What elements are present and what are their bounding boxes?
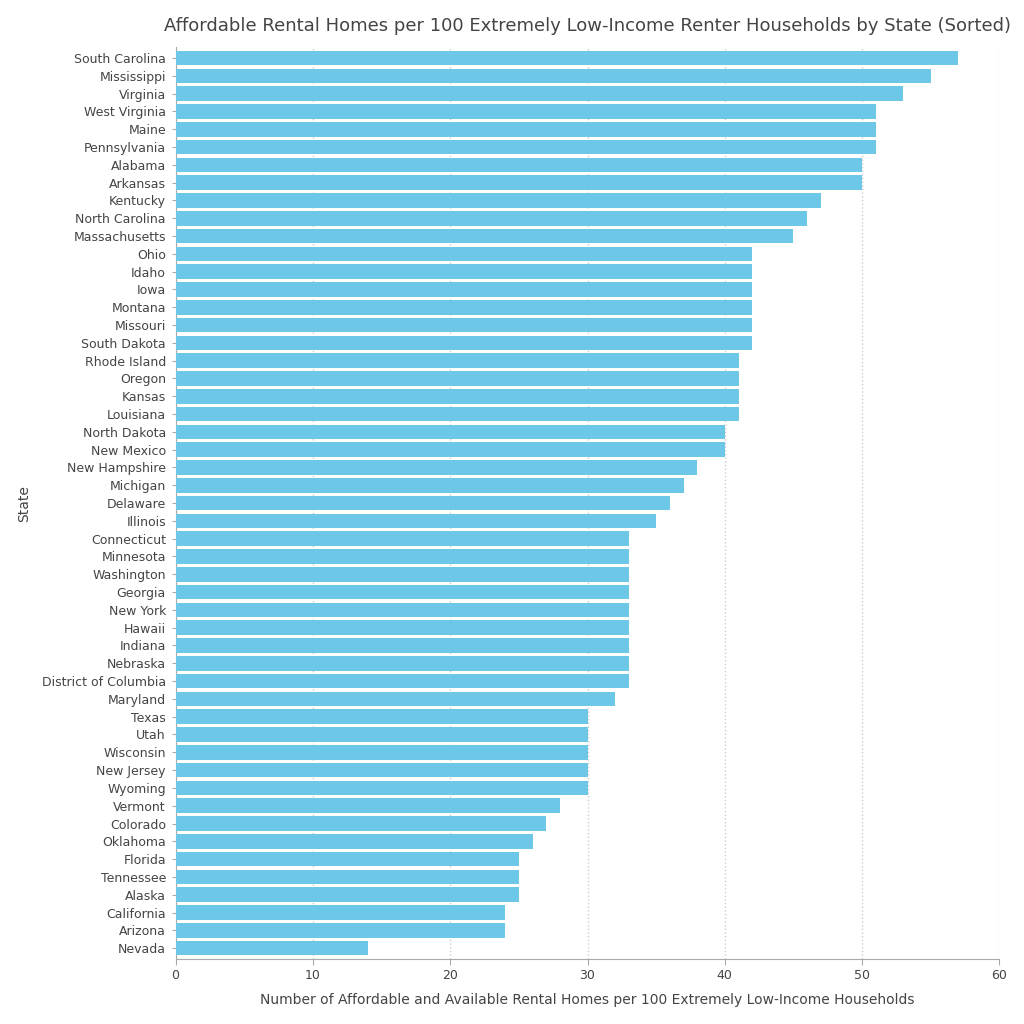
Bar	[176, 264, 753, 279]
Bar	[176, 211, 807, 225]
Bar	[176, 86, 903, 101]
Bar	[176, 158, 862, 172]
Bar	[176, 139, 876, 155]
Bar	[176, 549, 629, 564]
Bar	[176, 122, 876, 136]
Bar	[176, 691, 615, 707]
X-axis label: Number of Affordable and Available Rental Homes per 100 Extremely Low-Income Hou: Number of Affordable and Available Renta…	[260, 993, 914, 1008]
Bar	[176, 336, 753, 350]
Bar	[176, 656, 629, 671]
Bar	[176, 621, 629, 635]
Bar	[176, 194, 821, 208]
Bar	[176, 247, 753, 261]
Bar	[176, 478, 684, 493]
Bar	[176, 228, 794, 244]
Bar	[176, 745, 588, 760]
Bar	[176, 923, 505, 938]
Bar	[176, 567, 629, 582]
Bar	[176, 799, 560, 813]
Bar	[176, 353, 738, 368]
Bar	[176, 389, 738, 403]
Title: Affordable Rental Homes per 100 Extremely Low-Income Renter Households by State : Affordable Rental Homes per 100 Extremel…	[164, 16, 1011, 35]
Bar	[176, 816, 547, 830]
Bar	[176, 834, 532, 849]
Bar	[176, 852, 519, 866]
Bar	[176, 780, 588, 796]
Bar	[176, 602, 629, 617]
Bar	[176, 727, 588, 741]
Bar	[176, 638, 629, 652]
Bar	[176, 941, 368, 955]
Bar	[176, 710, 588, 724]
Bar	[176, 371, 738, 386]
Y-axis label: State: State	[16, 484, 31, 521]
Bar	[176, 317, 753, 333]
Bar	[176, 514, 656, 528]
Bar	[176, 869, 519, 884]
Bar	[176, 460, 697, 475]
Bar	[176, 442, 725, 457]
Bar	[176, 175, 862, 189]
Bar	[176, 104, 876, 119]
Bar	[176, 674, 629, 688]
Bar	[176, 407, 738, 421]
Bar	[176, 888, 519, 902]
Bar	[176, 300, 753, 314]
Bar	[176, 763, 588, 777]
Bar	[176, 531, 629, 546]
Bar	[176, 905, 505, 920]
Bar	[176, 283, 753, 297]
Bar	[176, 51, 958, 66]
Bar	[176, 585, 629, 599]
Bar	[176, 496, 670, 510]
Bar	[176, 425, 725, 439]
Bar	[176, 69, 931, 83]
